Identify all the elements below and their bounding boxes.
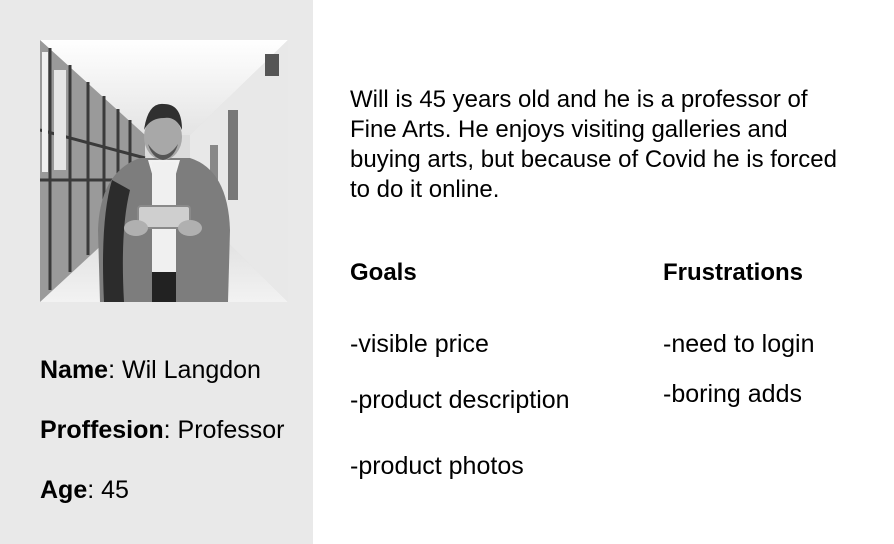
detail-profession-key: Proffesion [40,416,164,444]
frustration-item: -boring adds [663,380,802,408]
detail-name: Name: Wil Langdon [40,355,261,385]
persona-sidebar: Name: Wil Langdon Proffesion: Professor … [0,0,313,544]
detail-age: Age: 45 [40,475,129,505]
goals-title: Goals [350,259,417,286]
persona-bio: Will is 45 years old and he is a profess… [350,86,837,203]
detail-profession: Proffesion: Professor [40,415,285,445]
frustration-item: -need to login [663,330,815,358]
detail-name-key: Name [40,356,109,384]
goal-item: -product description [350,386,570,414]
persona-photo-image [40,40,288,302]
detail-age-value: : 45 [87,476,129,504]
goal-item: -visible price [350,330,489,358]
frustrations-title: Frustrations [663,259,804,286]
detail-profession-value: : Professor [163,416,285,444]
goal-item: -product photos [350,452,524,480]
persona-photo [40,40,288,302]
detail-name-value: : Wil Langdon [108,356,261,384]
detail-age-key: Age [40,476,88,504]
